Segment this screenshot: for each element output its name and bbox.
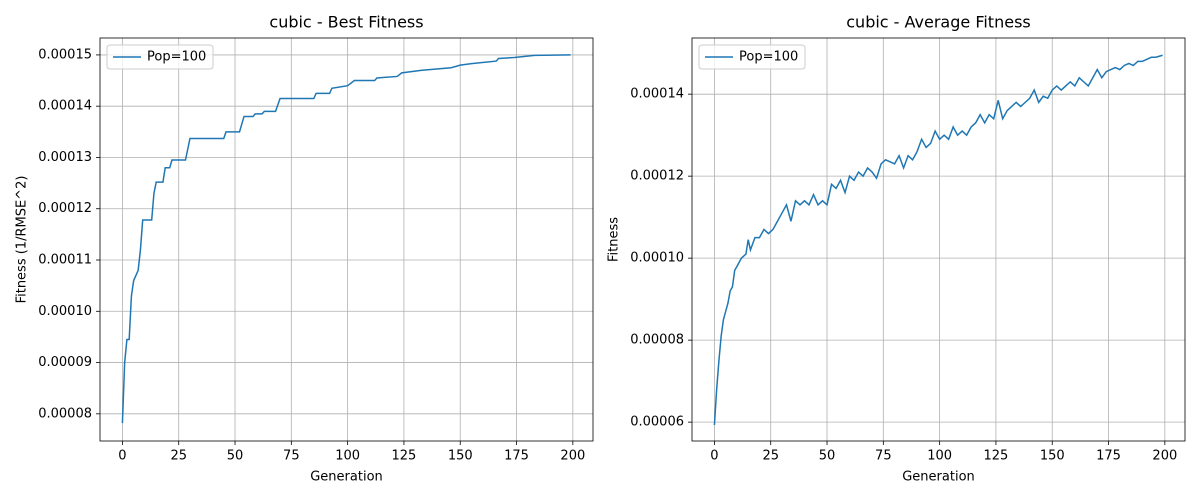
- y-tick-label: 0.00011: [38, 253, 92, 268]
- y-tick-label: 0.00010: [38, 304, 92, 319]
- legend-box: [698, 44, 806, 70]
- x-tick-label: 125: [392, 449, 417, 464]
- x-tick-label: 200: [1152, 449, 1177, 464]
- x-axis-label: Generation: [902, 470, 975, 485]
- legend: Pop=100: [698, 44, 806, 70]
- x-tick-label: 0: [710, 449, 718, 464]
- y-tick-label: 0.00014: [630, 87, 684, 102]
- x-tick-label: 125: [984, 449, 1009, 464]
- x-tick-label: 25: [170, 449, 187, 464]
- legend: Pop=100: [106, 44, 214, 70]
- x-tick-label: 175: [504, 449, 529, 464]
- axes-frame: [99, 37, 594, 442]
- chart-title: cubic - Best Fitness: [269, 13, 423, 32]
- x-tick-label: 25: [762, 449, 779, 464]
- y-axis-label: Fitness: [607, 217, 622, 262]
- y-tick-label: 0.00015: [38, 47, 92, 62]
- line-series: [121, 54, 571, 424]
- x-tick-label: 75: [875, 449, 892, 464]
- x-tick-label: 75: [283, 449, 300, 464]
- y-tick-label: 0.00012: [38, 201, 92, 216]
- x-tick-label: 150: [1040, 449, 1065, 464]
- x-tick-label: 150: [448, 449, 473, 464]
- subplot: 0 25 50 75 100 125 150 175 200 0.00008 0.00009 0.00…: [15, 13, 594, 485]
- x-tick-label: 175: [1096, 449, 1121, 464]
- x-axis-label: Generation: [310, 470, 383, 485]
- x-tick-label: 0: [118, 449, 126, 464]
- y-tick-label: 0.00014: [38, 99, 92, 114]
- x-tick-label: 200: [560, 449, 585, 464]
- legend-box: [106, 44, 214, 70]
- y-tick-label: 0.00006: [630, 415, 684, 430]
- axes-frame: [691, 37, 1186, 442]
- line-series: [713, 54, 1163, 426]
- y-tick-label: 0.00010: [630, 251, 684, 266]
- chart-title: cubic - Average Fitness: [846, 13, 1030, 32]
- y-axis-label: Fitness (1/RMSE^2): [15, 176, 30, 304]
- subplot: 0 25 50 75 100 125 150 175 200 0.00006 0.00008 0.00…: [607, 13, 1186, 485]
- y-tick-label: 0.00013: [38, 150, 92, 165]
- y-tick-label: 0.00009: [38, 355, 92, 370]
- x-tick-label: 100: [927, 449, 952, 464]
- legend-label: Pop=100: [739, 50, 798, 65]
- y-tick-label: 0.00008: [38, 406, 92, 421]
- legend-label: Pop=100: [147, 50, 206, 65]
- y-tick-label: 0.00008: [630, 333, 684, 348]
- y-tick-label: 0.00012: [630, 169, 684, 184]
- x-tick-label: 50: [227, 449, 244, 464]
- x-tick-label: 100: [335, 449, 360, 464]
- x-tick-label: 50: [819, 449, 836, 464]
